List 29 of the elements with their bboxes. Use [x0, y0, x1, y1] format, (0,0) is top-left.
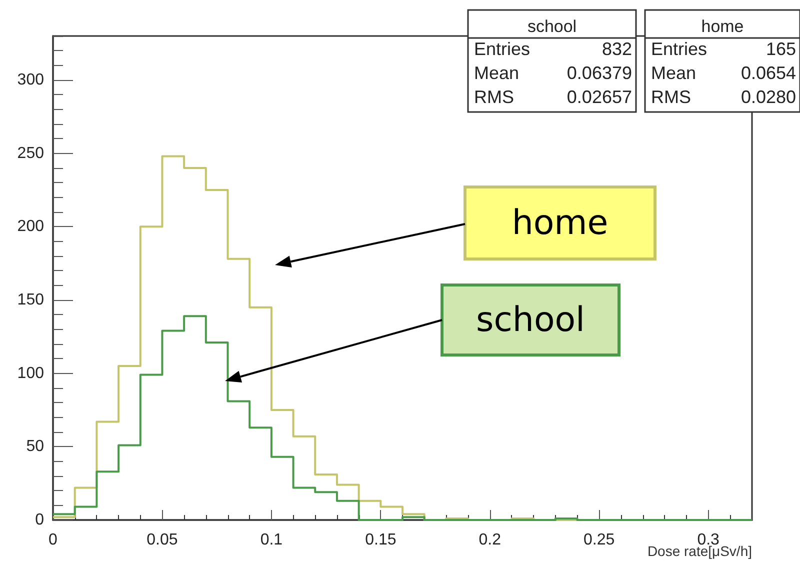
text: home: [512, 203, 608, 243]
x-tick-label: 0.15: [365, 532, 396, 548]
y-tick-label: 100: [17, 364, 44, 382]
y-tick-label: 300: [17, 72, 44, 88]
x-tick-label: 0.25: [584, 532, 615, 548]
annotation: 0.0280: [740, 87, 796, 107]
y-tick-label: 0: [35, 512, 44, 528]
y-tick-label: 150: [17, 292, 44, 308]
y-tick-label: 50: [26, 438, 44, 456]
text: school: [527, 17, 577, 36]
x-tick-label: 0.2: [478, 532, 502, 548]
annotation: Mean: [474, 63, 520, 83]
x-tick-label: 0: [48, 532, 58, 548]
x-tick-label: 0.1: [260, 532, 283, 548]
annotation: Entries: [474, 39, 530, 59]
y-tick-label: 250: [17, 144, 44, 162]
annotation: 0.02657: [566, 87, 632, 107]
annotation: Mean: [651, 63, 696, 83]
text: 165: [766, 39, 796, 59]
text: school: [476, 300, 586, 340]
annotation: 0.0654: [740, 63, 796, 83]
y-tick-label: 200: [17, 218, 44, 236]
annotation: RMS: [651, 87, 691, 107]
annotation: RMS: [474, 87, 514, 107]
x-tick-label: 0.05: [146, 532, 178, 548]
annotation: 832: [602, 39, 632, 59]
annotation: 0.06379: [566, 63, 632, 83]
text: home: [701, 17, 744, 36]
annotation: Entries: [651, 39, 708, 59]
